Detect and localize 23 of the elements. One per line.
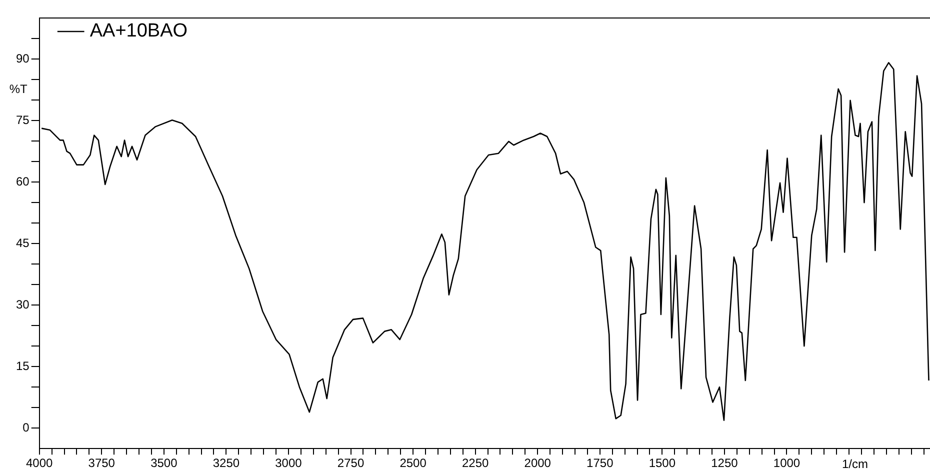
x-tick-label: 1500 <box>648 456 676 470</box>
x-tick-label: 2000 <box>524 456 552 470</box>
y-tick-label: 45 <box>16 236 30 250</box>
x-tick-label: 2250 <box>462 456 489 470</box>
x-tick-label: 2750 <box>337 456 364 470</box>
legend-label: AA+10BAO <box>90 20 188 42</box>
x-tick-label: 3500 <box>150 456 178 470</box>
x-tick-label: 1000 <box>773 456 800 470</box>
y-tick-label: 75 <box>16 112 30 127</box>
x-tick-label: 1250 <box>711 456 738 470</box>
y-tick-label: 0 <box>22 420 30 434</box>
y-axis-title: %T <box>9 82 28 96</box>
y-tick-label: 30 <box>16 297 30 312</box>
x-tick-label: 3250 <box>212 456 240 470</box>
y-tick-label: 60 <box>16 174 30 188</box>
y-tick-label: 90 <box>16 51 30 66</box>
x-tick-label: 1750 <box>586 456 614 470</box>
x-tick-label: 3000 <box>275 456 302 470</box>
x-axis-title: 1/cm <box>842 456 868 471</box>
x-tick-label: 3750 <box>88 456 116 470</box>
y-tick-label: 15 <box>16 358 30 373</box>
x-tick-label: 4000 <box>26 456 54 470</box>
x-tick-label: 2500 <box>400 456 427 470</box>
